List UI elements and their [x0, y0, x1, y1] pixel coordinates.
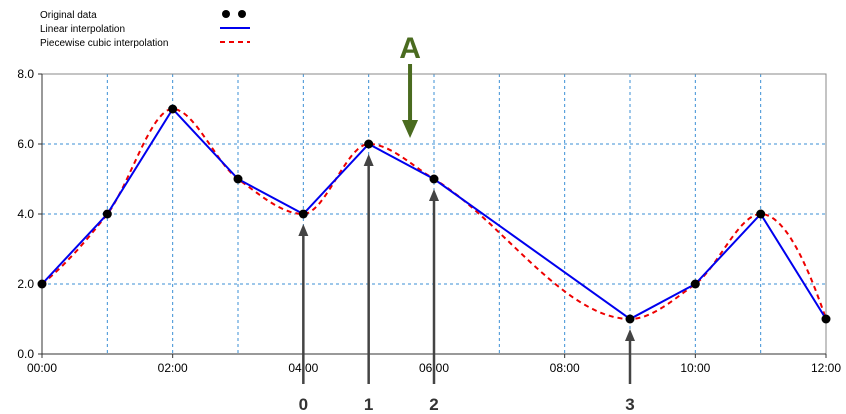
data-point: [429, 174, 439, 184]
y-tick-label: 8.0: [17, 67, 34, 81]
data-point: [37, 279, 47, 289]
data-point: [625, 314, 635, 324]
series-original-data: [37, 104, 831, 324]
marker-label: 2: [429, 395, 438, 414]
x-tick-label: 12:00: [811, 361, 841, 375]
y-tick-label: 2.0: [17, 277, 34, 291]
series-piecewise-cubic-interpolation: [41, 107, 827, 321]
data-point: [298, 209, 308, 219]
marker-label: 0: [299, 395, 308, 414]
data-point: [690, 279, 700, 289]
cubic-interpolation-line: [41, 107, 827, 321]
data-point: [756, 209, 766, 219]
x-tick-label: 10:00: [680, 361, 710, 375]
y-tick-label: 0.0: [17, 347, 34, 361]
data-point: [821, 314, 831, 324]
legend-swatch-markers: [222, 10, 230, 18]
marker-label: 3: [625, 395, 634, 414]
y-tick-label: 4.0: [17, 207, 34, 221]
legend-label: Piecewise cubic interpolation: [40, 38, 168, 49]
marker-label: 1: [364, 395, 373, 414]
x-tick-label: 02:00: [158, 361, 188, 375]
marker-arrow-head: [363, 154, 374, 166]
legend-swatch-markers: [238, 10, 246, 18]
data-point: [168, 104, 178, 114]
tick-labels-layer: 0.02.04.06.08.000:0002:0004:0006:0008:00…: [17, 67, 841, 375]
y-tick-label: 6.0: [17, 137, 34, 151]
x-tick-label: 00:00: [27, 361, 57, 375]
data-point: [364, 139, 374, 149]
marker-arrow-head: [625, 329, 635, 341]
data-point: [102, 209, 112, 219]
marker-arrow-head: [298, 224, 309, 236]
legend-label: Original data: [40, 10, 97, 21]
marker-arrow-head: [429, 189, 439, 201]
callout-label: A: [399, 32, 421, 65]
legend: Original data Linear interpolation Piecewi…: [40, 10, 250, 49]
callout-arrow-head: [402, 120, 419, 138]
legend-label: Linear interpolation: [40, 24, 125, 35]
x-tick-label: 08:00: [550, 361, 580, 375]
annotations-layer: A 0 1 2 3: [298, 32, 635, 414]
data-point: [233, 174, 243, 184]
